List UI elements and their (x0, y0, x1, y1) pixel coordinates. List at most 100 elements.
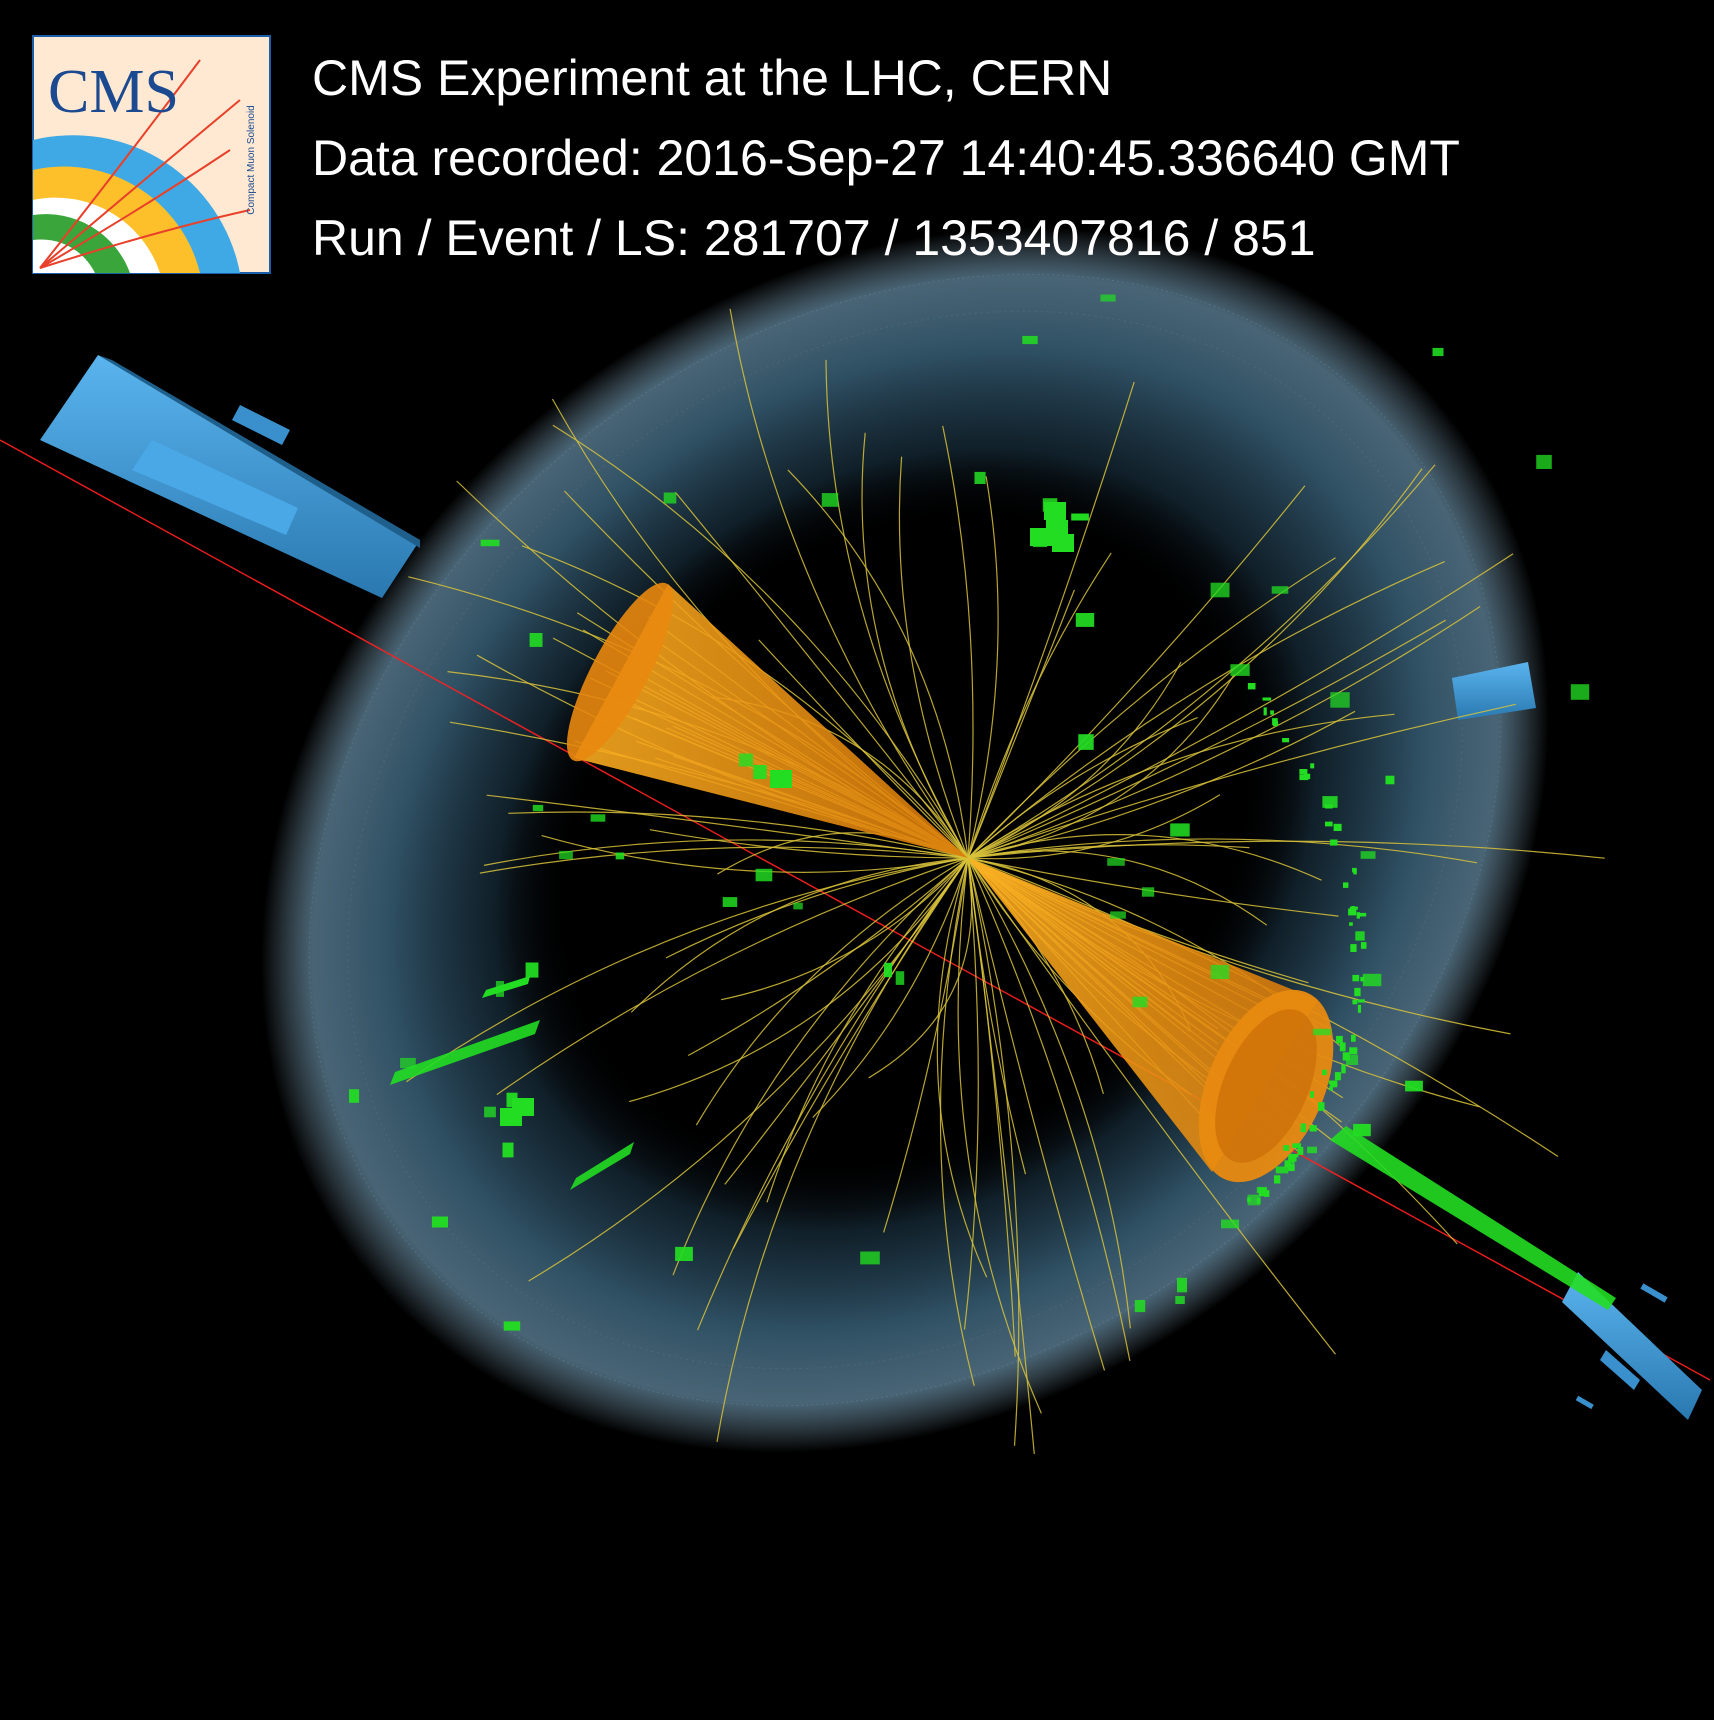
calo-box (1359, 912, 1367, 917)
track (695, 857, 969, 1126)
calo-box (1334, 1072, 1341, 1081)
track (967, 605, 1481, 859)
calo-box (1349, 906, 1358, 910)
calo-box (1022, 335, 1038, 345)
track (967, 661, 1182, 859)
calo-box (1385, 775, 1395, 785)
calo-box (1536, 454, 1552, 469)
calo-box (895, 971, 905, 985)
calo-box (532, 804, 544, 812)
calo-box (1107, 858, 1125, 866)
calo-box (1284, 1160, 1291, 1168)
calo-box (1071, 513, 1089, 521)
calo-box (1318, 1102, 1325, 1111)
calo-cluster (1052, 534, 1074, 552)
calo-box (1141, 887, 1155, 897)
calo-box (1313, 1028, 1331, 1036)
track (721, 857, 969, 1001)
calo-box (722, 897, 738, 907)
calo-box (1283, 1145, 1290, 1151)
calo-box (1330, 692, 1350, 708)
calo-cluster (500, 1108, 522, 1126)
track (405, 857, 969, 1083)
calo-box (1336, 1035, 1343, 1044)
calo-box (1322, 1069, 1327, 1076)
track (957, 857, 1042, 1414)
track (967, 561, 1445, 859)
calo-box (793, 902, 803, 910)
calo-box (1247, 1197, 1251, 1203)
calo-box (1352, 974, 1360, 982)
track (967, 857, 1336, 1355)
calo-box (1221, 1219, 1240, 1229)
calo-box (1360, 942, 1367, 949)
calo-box (502, 1142, 514, 1158)
calo-box (484, 1106, 496, 1118)
calo-box (1310, 763, 1315, 769)
calo-box (1075, 613, 1095, 627)
calo-box (1272, 721, 1279, 727)
calo-box (1354, 987, 1361, 997)
calo-box (1300, 1123, 1306, 1133)
calo-box (1330, 839, 1338, 846)
calo-box (1282, 738, 1290, 743)
logo-text: CMS (48, 58, 179, 126)
calo-box (1288, 1163, 1295, 1172)
track (674, 491, 969, 859)
track (967, 703, 1517, 859)
calo-box (1333, 823, 1342, 831)
calo-box (1325, 804, 1333, 809)
calo-box (1256, 1197, 1261, 1204)
calo-box (1303, 773, 1311, 780)
calo-box (1356, 912, 1360, 919)
calo-box (755, 868, 773, 882)
track (942, 425, 974, 859)
calo-box (1570, 684, 1590, 700)
track (883, 857, 969, 1233)
calo-box (1299, 769, 1308, 774)
track (541, 835, 969, 873)
track (479, 846, 969, 874)
jet-cone-right (968, 858, 1334, 1183)
calo-box (1210, 582, 1230, 598)
run-event-ls: Run / Event / LS: 281707 / 1353407816 / … (312, 210, 1316, 266)
calo-deposits (349, 294, 1616, 1331)
track (732, 857, 969, 1249)
calo-box (1247, 1194, 1261, 1206)
calo-box (1357, 1004, 1361, 1013)
calo-box (529, 633, 543, 647)
calo-box (1322, 796, 1338, 808)
calo-box (480, 539, 500, 547)
track (967, 838, 1478, 864)
calo-box (349, 1089, 360, 1103)
calo-box (1262, 697, 1272, 701)
track (649, 829, 969, 859)
calo-box (615, 852, 625, 860)
track (967, 857, 1131, 1329)
calo-box (1271, 586, 1289, 594)
calo-box (1132, 996, 1148, 1008)
track (868, 857, 973, 1079)
calo-box (590, 814, 606, 822)
calo-box (1325, 821, 1333, 827)
track (967, 857, 1131, 1362)
calo-box (1274, 1175, 1281, 1184)
calo-box (503, 1321, 521, 1331)
track (665, 857, 969, 959)
calo-cluster (1044, 502, 1066, 520)
calo-box (1078, 734, 1094, 750)
calo-box (753, 765, 767, 780)
calo-box (1360, 851, 1376, 859)
calo-box (974, 471, 986, 484)
calo-box (559, 850, 573, 860)
calo-box (1100, 294, 1116, 302)
track (967, 476, 999, 859)
calo-box (1210, 964, 1230, 979)
calo-box (1175, 1296, 1185, 1304)
track (766, 857, 969, 1203)
calo-box (1247, 683, 1256, 690)
calo-box (1134, 1300, 1146, 1313)
calo-box (884, 962, 892, 978)
calo-box (1432, 347, 1444, 357)
